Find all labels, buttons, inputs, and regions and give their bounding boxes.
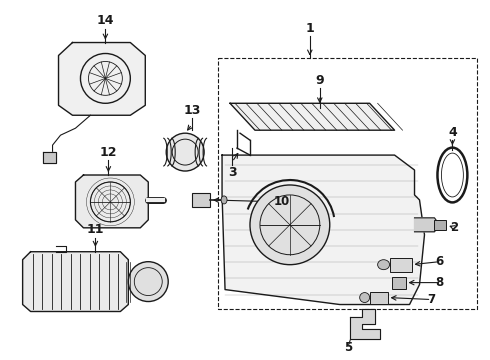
Text: 9: 9	[316, 74, 324, 87]
Text: 12: 12	[99, 145, 117, 159]
Text: 14: 14	[97, 14, 114, 27]
Polygon shape	[415, 218, 440, 232]
Text: 4: 4	[448, 126, 457, 139]
Text: 10: 10	[274, 195, 290, 208]
Bar	[192, 193, 210, 207]
Text: 13: 13	[183, 104, 201, 117]
Ellipse shape	[360, 293, 369, 302]
Text: 3: 3	[228, 166, 236, 179]
Polygon shape	[58, 42, 145, 115]
Text: 7: 7	[427, 293, 436, 306]
Polygon shape	[350, 310, 380, 339]
Text: 8: 8	[435, 276, 443, 289]
Ellipse shape	[128, 262, 168, 302]
Text: 6: 6	[435, 255, 443, 268]
Text: 11: 11	[87, 223, 104, 236]
Text: 1: 1	[305, 22, 314, 35]
Bar	[435, 220, 446, 230]
Polygon shape	[43, 152, 55, 163]
Polygon shape	[230, 103, 394, 130]
Polygon shape	[222, 155, 424, 305]
Polygon shape	[75, 175, 148, 228]
Text: 2: 2	[450, 221, 459, 234]
Ellipse shape	[221, 196, 227, 204]
Polygon shape	[23, 252, 128, 311]
Bar	[390, 258, 412, 272]
Ellipse shape	[378, 260, 390, 270]
Ellipse shape	[166, 133, 204, 171]
Bar	[392, 276, 406, 289]
Bar	[369, 292, 388, 303]
Text: 5: 5	[343, 341, 352, 354]
Ellipse shape	[250, 185, 330, 265]
